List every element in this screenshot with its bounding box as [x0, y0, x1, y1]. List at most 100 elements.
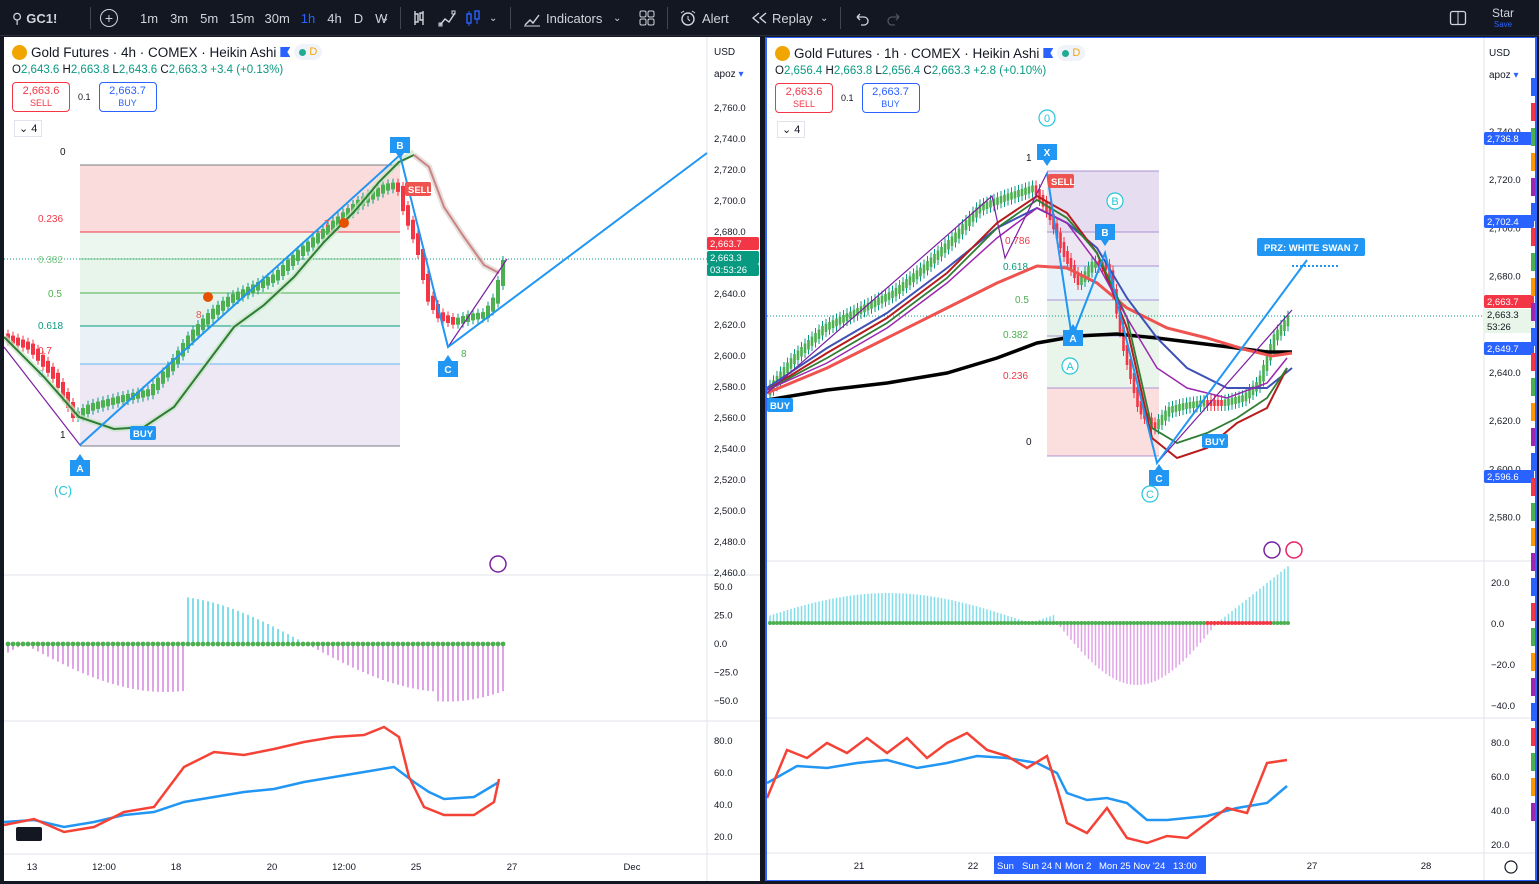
- close-value: 2,663.3: [931, 65, 971, 77]
- candle-body: [191, 329, 195, 342]
- buy-button[interactable]: 2,663.7 BUY: [98, 82, 157, 112]
- interval-4h[interactable]: 4h: [327, 10, 342, 26]
- interval-dropdown[interactable]: ⌄: [381, 0, 389, 36]
- osc-dot: [953, 621, 958, 625]
- osc-dot: [170, 641, 176, 647]
- currency-button[interactable]: USD: [1489, 48, 1510, 59]
- indicator-collapse-button[interactable]: ⌄ 4: [777, 121, 806, 138]
- interval-15m[interactable]: 15m: [229, 10, 255, 26]
- interval-W[interactable]: W: [375, 10, 388, 26]
- scale-mode-button[interactable]: apoz ▾: [714, 69, 744, 80]
- star-label: Star: [1492, 6, 1515, 20]
- candle-body: [971, 211, 975, 222]
- osc-dot: [1230, 621, 1234, 625]
- chart-pane-right[interactable]: 2,740.02,720.02,700.02,680.02,660.02,640…: [765, 37, 1537, 882]
- heikin-ashi-button[interactable]: [463, 0, 483, 36]
- wave-marker-c[interactable]: C: [1149, 464, 1169, 486]
- symbol-search[interactable]: ⚲ GC1!: [12, 0, 57, 36]
- flag-icon[interactable]: [1043, 48, 1054, 58]
- sell-button[interactable]: 2,663.6 SELL: [12, 82, 70, 112]
- wave-marker-x[interactable]: X: [1037, 144, 1057, 166]
- scale-mode-button[interactable]: apoz ▾: [1489, 70, 1519, 81]
- time-highlight-label: Mon 2: [1065, 861, 1091, 872]
- flag-icon[interactable]: [280, 47, 291, 57]
- chart-canvas-right[interactable]: 2,740.02,720.02,700.02,680.02,660.02,640…: [767, 38, 1535, 881]
- interval-30m[interactable]: 30m: [264, 10, 290, 26]
- prz-label-bg[interactable]: [1257, 238, 1365, 256]
- candle-body: [1216, 400, 1220, 406]
- buy-signal-bg: [1202, 434, 1228, 448]
- candle-body: [866, 302, 870, 311]
- candle-body: [1090, 262, 1094, 273]
- osc-dot: [1009, 621, 1014, 625]
- wave-marker-b-shape: [390, 137, 410, 159]
- candle-body: [940, 247, 943, 257]
- osc-dot: [100, 641, 106, 647]
- osc-dot: [305, 641, 311, 647]
- indicators-button[interactable]: Indicators: [522, 0, 602, 36]
- ask-price-tag: 2,663.7: [1487, 297, 1519, 308]
- undo-button[interactable]: [852, 0, 870, 36]
- osc-dot: [465, 641, 471, 647]
- bar-style-button[interactable]: [410, 0, 430, 36]
- replay-badge-icon[interactable]: [1263, 541, 1281, 559]
- candle-body: [1062, 242, 1066, 257]
- alert-button[interactable]: Alert: [678, 0, 729, 36]
- sell-price: 2,663.6: [22, 85, 60, 97]
- fib-label-1: 1: [1026, 153, 1032, 164]
- wave-marker-b[interactable]: B: [390, 137, 410, 159]
- candle-body: [1230, 397, 1234, 405]
- layout-button[interactable]: [637, 0, 657, 36]
- interval-1m[interactable]: 1m: [140, 10, 159, 26]
- wave-marker-b[interactable]: B: [1095, 224, 1115, 246]
- price-tick: 2,560.0: [714, 413, 746, 424]
- settings-gear-icon[interactable]: [1504, 860, 1518, 874]
- interval-D[interactable]: D: [353, 10, 364, 26]
- redo-button[interactable]: [886, 0, 904, 36]
- interval-1h[interactable]: 1h: [300, 10, 316, 26]
- candle-body: [51, 366, 55, 379]
- wave-marker-a[interactable]: A: [70, 454, 90, 476]
- buy-button[interactable]: 2,663.7 BUY: [861, 83, 920, 113]
- indicator-collapse-button[interactable]: ⌄ 4: [14, 120, 43, 137]
- interval-5m[interactable]: 5m: [200, 10, 219, 26]
- wave-marker-a[interactable]: A: [1063, 324, 1083, 346]
- time-tick: 27: [1307, 861, 1318, 872]
- osc-dot: [310, 641, 316, 647]
- chart-pane-left[interactable]: 2,760.02,740.02,720.02,700.02,680.02,660…: [4, 37, 760, 882]
- compare-button[interactable]: +: [100, 0, 118, 36]
- sell-button[interactable]: 2,663.6 SELL: [775, 83, 833, 113]
- osc-dot: [70, 641, 76, 647]
- color-strip-swatch: [1531, 803, 1535, 821]
- color-strip-swatch: [1531, 753, 1535, 771]
- candle-body: [481, 312, 485, 319]
- currency-button[interactable]: USD: [714, 47, 735, 58]
- time-tick: 25: [411, 862, 422, 873]
- osc-dot: [1286, 621, 1290, 625]
- candle-body: [336, 216, 340, 227]
- osc-dot: [1167, 621, 1171, 625]
- chart-canvas-left[interactable]: 2,760.02,740.02,720.02,700.02,680.02,660…: [4, 37, 760, 882]
- osc-dot: [1212, 621, 1217, 625]
- interval-3m[interactable]: 3m: [170, 10, 189, 26]
- replay-dropdown[interactable]: ⌄: [820, 0, 828, 36]
- indicators-dropdown[interactable]: ⌄: [613, 0, 621, 36]
- color-strip-swatch: [1531, 328, 1535, 346]
- chart-type-dropdown[interactable]: ⌄: [489, 0, 497, 36]
- lightning-badge-icon[interactable]: [1285, 541, 1303, 559]
- star-save-button[interactable]: Star Save: [1492, 0, 1514, 36]
- toggle-panel-button[interactable]: [1448, 0, 1468, 36]
- color-strip-swatch: [1531, 653, 1535, 671]
- market-status-badge[interactable]: D: [1057, 45, 1086, 61]
- replay-button[interactable]: Replay: [750, 0, 812, 36]
- candle-body: [873, 299, 877, 307]
- wave-marker-c[interactable]: C: [438, 355, 458, 377]
- candle-body: [116, 396, 120, 404]
- replay-badge-icon[interactable]: [489, 555, 507, 573]
- candle-body: [1192, 401, 1195, 409]
- market-status-badge[interactable]: D: [294, 44, 323, 60]
- chart-type-button[interactable]: [437, 0, 457, 36]
- candle-body: [954, 232, 957, 243]
- color-strip-swatch: [1531, 103, 1535, 121]
- toolbar-divider: [510, 7, 511, 29]
